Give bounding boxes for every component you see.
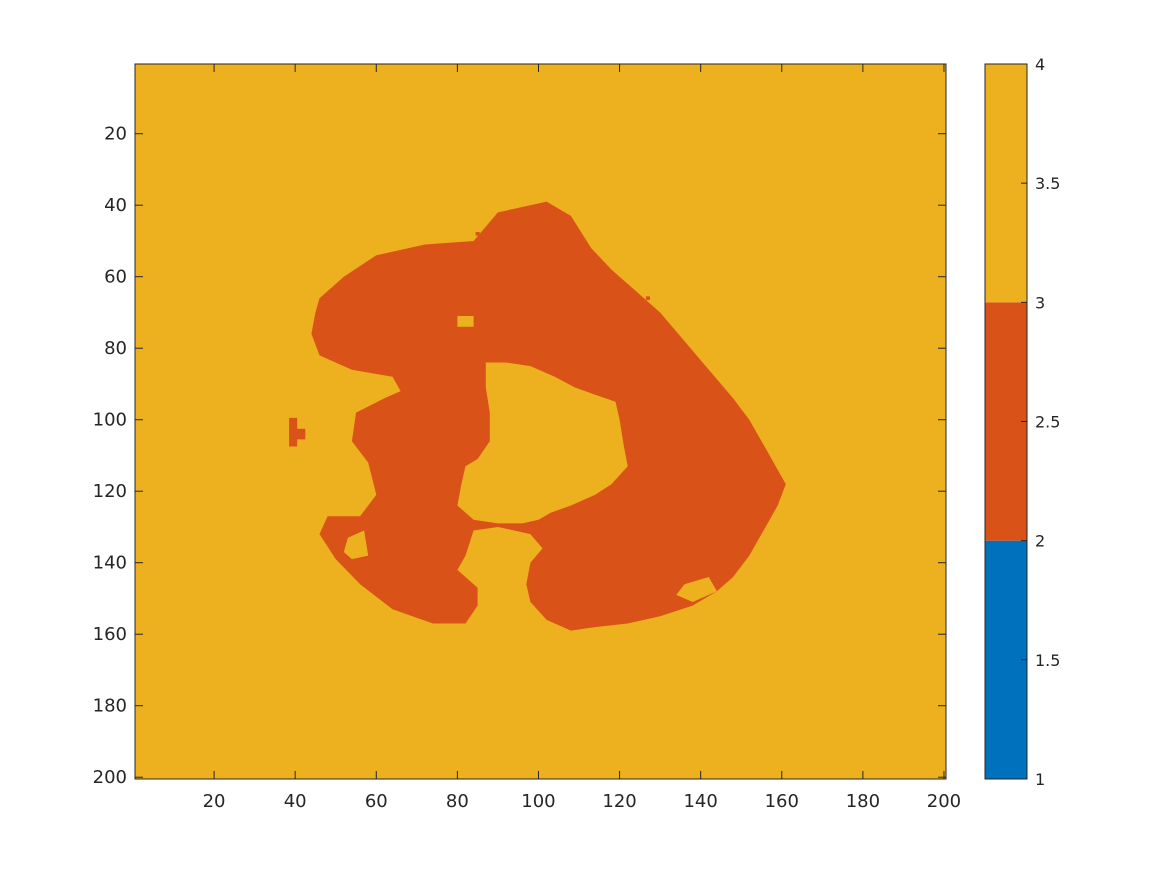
region-value-3-pixel bbox=[475, 232, 480, 236]
colorbar-tick-label: 3.5 bbox=[1035, 174, 1060, 193]
region-value-3-pixel bbox=[341, 282, 346, 286]
colorbar-tick-label: 1 bbox=[1035, 770, 1045, 789]
y-tick-label: 160 bbox=[93, 624, 127, 645]
y-tick-label: 120 bbox=[93, 481, 127, 502]
y-tick-label: 40 bbox=[104, 195, 127, 216]
x-tick-label: 140 bbox=[683, 791, 717, 812]
region-value-3-pixel bbox=[633, 607, 638, 611]
region-value-3-pixel bbox=[426, 310, 432, 315]
region-value-3-pixel bbox=[763, 496, 768, 501]
region-value-3-pixel bbox=[747, 510, 752, 515]
colorbar-level bbox=[985, 302, 1027, 541]
colorbar-tick-label: 2.5 bbox=[1035, 413, 1060, 432]
x-tick-label: 40 bbox=[284, 791, 307, 812]
colorbar-tick-label: 3 bbox=[1035, 293, 1045, 312]
island-value-4 bbox=[343, 530, 369, 560]
region-value-3-pixel bbox=[439, 246, 444, 250]
region-value-3-pixel bbox=[581, 610, 586, 615]
region-value-3 bbox=[311, 201, 786, 631]
island-value-4 bbox=[676, 577, 717, 602]
axes-box bbox=[134, 63, 947, 780]
x-axis: 20 40 60 80 100 120 140 160 180 200 bbox=[203, 64, 961, 812]
colorbar-level bbox=[985, 540, 1027, 779]
region-value-3-patch bbox=[289, 417, 306, 447]
x-tick-label: 20 bbox=[203, 791, 226, 812]
region-value-3-pixel bbox=[593, 274, 598, 279]
region-value-3-pixel bbox=[362, 310, 367, 315]
y-tick-label: 20 bbox=[104, 124, 127, 145]
colorbar-tick-label: 2 bbox=[1035, 532, 1045, 551]
region-value-3-pixel bbox=[645, 296, 650, 300]
colorbar-level bbox=[985, 64, 1027, 303]
y-axis: 20 40 60 80 100 120 140 160 180 200 bbox=[93, 124, 946, 788]
y-tick-label: 140 bbox=[93, 553, 127, 574]
x-tick-label: 200 bbox=[927, 791, 961, 812]
heatmap-plot-area bbox=[134, 63, 947, 780]
region-value-3-pixel bbox=[609, 285, 614, 290]
island-value-4 bbox=[457, 316, 474, 327]
region-value-3-pixel bbox=[366, 267, 371, 272]
x-tick-label: 60 bbox=[365, 791, 388, 812]
y-tick-label: 180 bbox=[93, 696, 127, 717]
region-value-3-pixel bbox=[386, 260, 391, 265]
region-value-3-pixel bbox=[576, 264, 582, 268]
x-tick-label: 100 bbox=[521, 791, 555, 812]
background-region-value-4 bbox=[135, 64, 946, 779]
colorbar-tick-label: 4 bbox=[1035, 55, 1045, 74]
y-tick-label: 200 bbox=[93, 767, 127, 788]
colorbar: 1 1.5 2 2.5 3 3.5 4 bbox=[984, 55, 1060, 789]
region-value-3-pixel bbox=[504, 232, 509, 236]
x-tick-label: 80 bbox=[446, 791, 469, 812]
y-tick-label: 80 bbox=[104, 338, 127, 359]
colorbar-tick-label: 1.5 bbox=[1035, 651, 1060, 670]
y-tick-label: 100 bbox=[93, 410, 127, 431]
y-tick-label: 60 bbox=[104, 267, 127, 288]
region-value-3-pixel bbox=[536, 249, 541, 254]
x-tick-label: 180 bbox=[846, 791, 880, 812]
region-value-3-pixel bbox=[739, 518, 744, 522]
x-tick-label: 160 bbox=[765, 791, 799, 812]
x-tick-label: 120 bbox=[602, 791, 636, 812]
